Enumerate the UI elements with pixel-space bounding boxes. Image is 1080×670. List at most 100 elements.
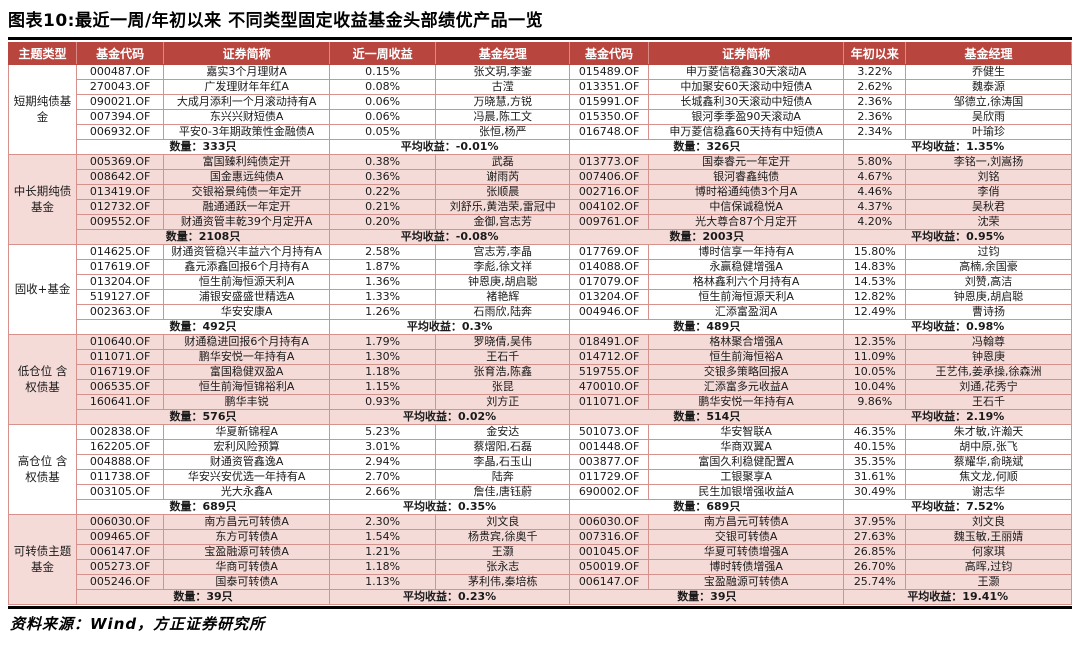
theme-cell: 可转债主题 基金	[7, 514, 78, 605]
manager-cell: 万晓慧,方锐	[435, 94, 571, 110]
fund-row: 519127.OF 浦银安盛盛世精选A 1.33% 褚艳辉 013204.OF 恒生前海恒…	[9, 289, 1072, 305]
fund-name-cell: 广发理财年年红A	[163, 79, 330, 95]
fund-code-cell: 690002.OF	[569, 484, 649, 500]
header-row: 主题类型 基金代码 证券简称 近一周收益 基金经理 基金代码 证券简称 年初以来 基金经理	[7, 42, 1072, 65]
avg-cell: 平均收益：0.3%	[328, 319, 571, 335]
fund-code-cell: 011071.OF	[569, 394, 649, 410]
fund-row: 008642.OF 国金惠远纯债A 0.36% 谢雨芮 007406.OF 银河睿鑫纯债 4…	[9, 169, 1072, 185]
manager-cell: 张恒,杨严	[435, 124, 571, 140]
manager-cell: 刘通,花秀宁	[905, 379, 1072, 395]
fund-name-cell: 鹏华安悦一年持有A	[163, 349, 330, 365]
fund-code-cell: 014625.OF	[76, 244, 165, 260]
fund-row: 013419.OF 交银裕景纯债一年定开 0.22% 张顺晨 002716.OF 博时裕通…	[9, 184, 1072, 200]
return-cell: 12.35%	[843, 334, 907, 350]
fund-code-cell: 002363.OF	[76, 304, 165, 320]
return-cell: 2.58%	[328, 244, 437, 260]
return-cell: 9.86%	[843, 394, 907, 410]
fund-name-cell: 恒生前海恒源天利A	[647, 289, 845, 305]
return-cell: 0.06%	[328, 94, 437, 110]
summary-row: 数量：492只 平均收益：0.3% 数量：489只 平均收益：0.98%	[9, 319, 1072, 335]
avg-cell: 平均收益：2.19%	[843, 409, 1072, 425]
fund-name-cell: 汇添富盈润A	[647, 304, 845, 320]
return-cell: 2.62%	[843, 79, 907, 95]
fund-code-cell: 004102.OF	[569, 199, 649, 215]
return-cell: 1.33%	[328, 289, 437, 305]
return-cell: 1.30%	[328, 349, 437, 365]
fund-code-cell: 162205.OF	[76, 439, 165, 455]
fund-name-cell: 宏利风险预算	[163, 439, 330, 455]
column-header: 证券简称	[163, 42, 330, 65]
count-cell: 数量：326只	[569, 139, 845, 155]
manager-cell: 谢雨芮	[435, 169, 571, 185]
fund-code-cell: 006030.OF	[569, 514, 649, 530]
return-cell: 0.20%	[328, 214, 437, 230]
fund-name-cell: 国泰睿元一年定开	[647, 154, 845, 170]
column-header: 近一周收益	[328, 42, 437, 65]
manager-cell: 张育浩,陈鑫	[435, 364, 571, 380]
fund-name-cell: 富国久利稳健配置A	[647, 454, 845, 470]
fund-code-cell: 011071.OF	[76, 349, 165, 365]
fund-code-cell: 010640.OF	[76, 334, 165, 350]
fund-row: 009465.OF 东方可转债A 1.54% 杨贵宾,徐奥千 007316.OF 交银可转…	[9, 529, 1072, 545]
summary-row: 数量：333只 平均收益：-0.01% 数量：326只 平均收益：1.35%	[9, 139, 1072, 155]
fund-code-cell: 004946.OF	[569, 304, 649, 320]
fund-name-cell: 鑫元添鑫回报6个月持有A	[163, 259, 330, 275]
fund-code-cell: 009552.OF	[76, 214, 165, 230]
fund-code-cell: 005273.OF	[76, 559, 165, 575]
manager-cell: 胡中原,张飞	[905, 439, 1072, 455]
manager-cell: 宫志芳,李晶	[435, 244, 571, 260]
column-header: 主题类型	[7, 42, 78, 65]
return-cell: 1.54%	[328, 529, 437, 545]
return-cell: 12.82%	[843, 289, 907, 305]
return-cell: 2.66%	[328, 484, 437, 500]
fund-code-cell: 001448.OF	[569, 439, 649, 455]
return-cell: 1.87%	[328, 259, 437, 275]
manager-cell: 张永志	[435, 559, 571, 575]
fund-name-cell: 格林鑫利六个月持有A	[647, 274, 845, 290]
fund-code-cell: 013204.OF	[76, 274, 165, 290]
fund-row: 006932.OF 平安0-3年期政策性金融债A 0.05% 张恒,杨严 016748.…	[9, 124, 1072, 140]
return-cell: 10.05%	[843, 364, 907, 380]
fund-name-cell: 中信保诚稳悦A	[647, 199, 845, 215]
fund-name-cell: 南方昌元可转债A	[163, 514, 330, 530]
manager-cell: 罗晓倩,吴伟	[435, 334, 571, 350]
fund-name-cell: 国泰可转债A	[163, 574, 330, 590]
fund-code-cell: 017079.OF	[569, 274, 649, 290]
fund-code-cell: 006147.OF	[76, 544, 165, 560]
fund-row: 160641.OF 鹏华丰锐 0.93% 刘方正 011071.OF 鹏华安悦一年持有A 9…	[9, 394, 1072, 410]
fund-name-cell: 富国稳健双盈A	[163, 364, 330, 380]
return-cell: 2.36%	[843, 94, 907, 110]
fund-row: 006147.OF 宝盈融源可转债A 1.21% 王灏 001045.OF 华夏可转债增强…	[9, 544, 1072, 560]
return-cell: 1.13%	[328, 574, 437, 590]
count-cell: 数量：689只	[76, 499, 330, 515]
fund-name-cell: 宝盈融源可转债A	[647, 574, 845, 590]
return-cell: 0.21%	[328, 199, 437, 215]
fund-row: 007394.OF 东兴兴财短债A 0.06% 冯晨,陈工文 015350.OF 银河季季…	[9, 109, 1072, 125]
manager-cell: 刘赞,高洁	[905, 274, 1072, 290]
fund-name-cell: 平安0-3年期政策性金融债A	[163, 124, 330, 140]
manager-cell: 张昆	[435, 379, 571, 395]
return-cell: 4.20%	[843, 214, 907, 230]
return-cell: 5.23%	[328, 424, 437, 440]
manager-cell: 王艺伟,姜承操,徐森洲	[905, 364, 1072, 380]
return-cell: 40.15%	[843, 439, 907, 455]
fund-code-cell: 015350.OF	[569, 109, 649, 125]
fund-name-cell: 华商双翼A	[647, 439, 845, 455]
fund-name-cell: 大成月添利一个月滚动持有A	[163, 94, 330, 110]
theme-cell: 高仓位 含权债基	[7, 424, 78, 515]
fund-code-cell: 007394.OF	[76, 109, 165, 125]
manager-cell: 茅利伟,秦培栋	[435, 574, 571, 590]
fund-code-cell: 009465.OF	[76, 529, 165, 545]
fund-code-cell: 007316.OF	[569, 529, 649, 545]
fund-code-cell: 005369.OF	[76, 154, 165, 170]
return-cell: 35.35%	[843, 454, 907, 470]
fund-row: 005246.OF 国泰可转债A 1.13% 茅利伟,秦培栋 006147.OF 宝盈融源…	[9, 574, 1072, 590]
return-cell: 4.46%	[843, 184, 907, 200]
manager-cell: 武磊	[435, 154, 571, 170]
return-cell: 14.83%	[843, 259, 907, 275]
fund-code-cell: 012732.OF	[76, 199, 165, 215]
fund-row: 012732.OF 融通通跃一年定开 0.21% 刘舒乐,黄浩荣,雷冠中 004102.…	[9, 199, 1072, 215]
fund-name-cell: 东兴兴财短债A	[163, 109, 330, 125]
return-cell: 1.18%	[328, 559, 437, 575]
avg-cell: 平均收益：0.35%	[328, 499, 571, 515]
